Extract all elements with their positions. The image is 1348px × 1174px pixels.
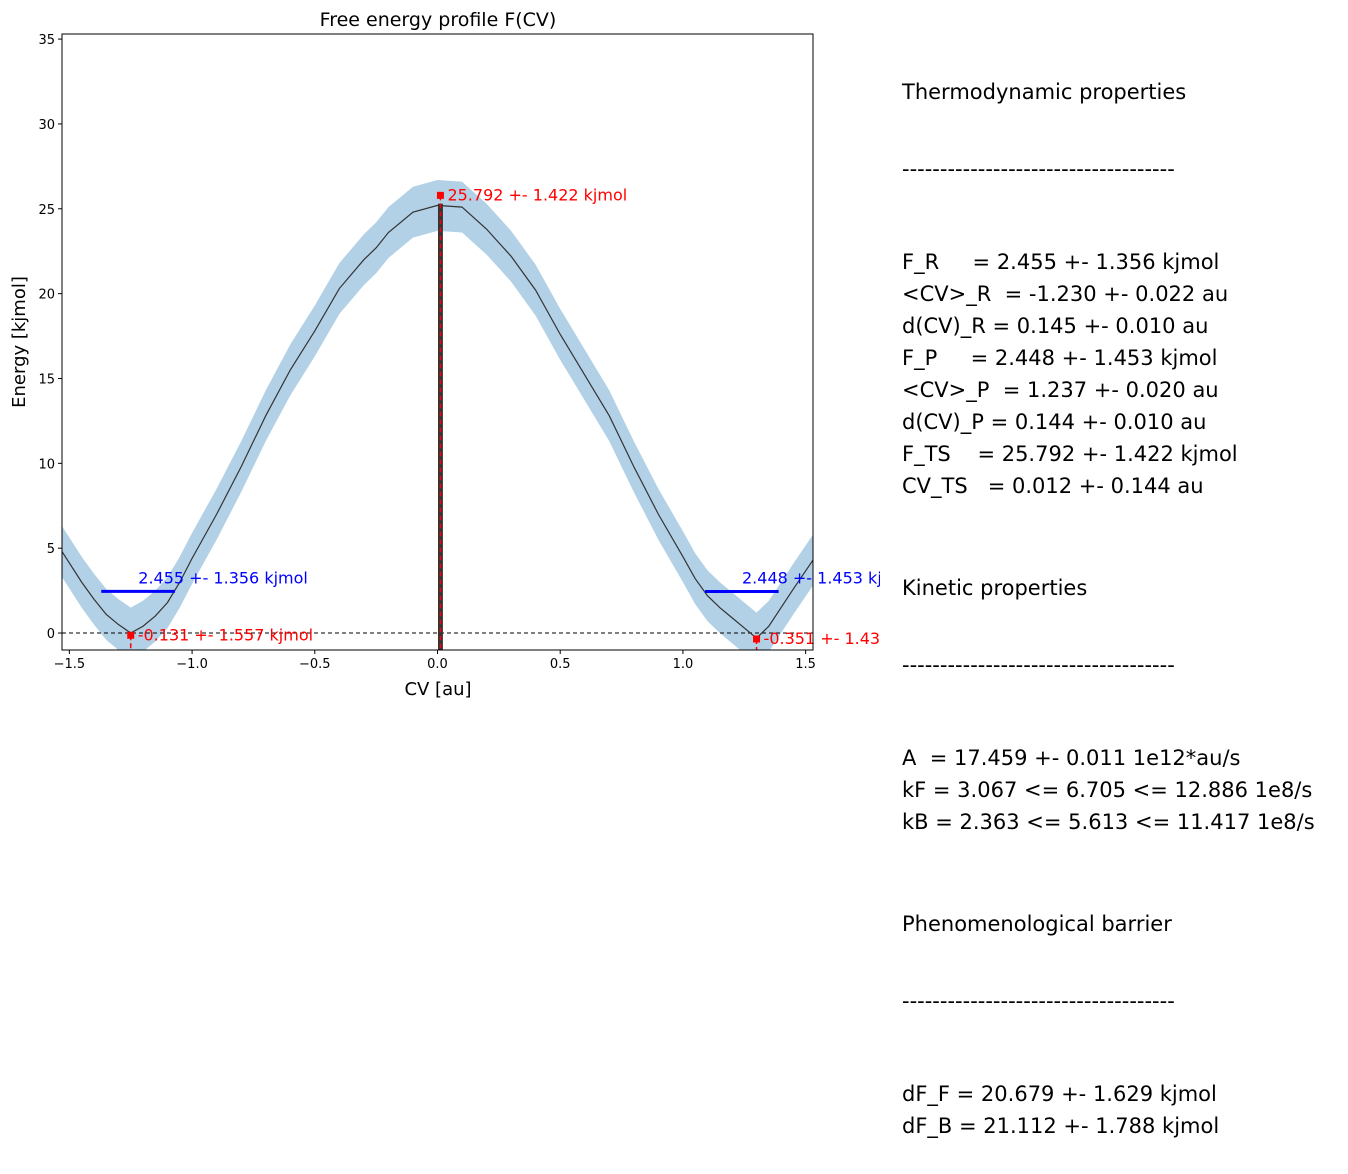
marker-point — [753, 635, 761, 643]
x-tick-label: −1.0 — [176, 657, 208, 672]
kinetic-title: Kinetic properties — [902, 576, 1088, 600]
reactant-level-label: 2.455 +- 1.356 kjmol — [138, 568, 308, 587]
x-tick-label: 0.5 — [550, 657, 571, 672]
x-tick-label: −0.5 — [299, 657, 331, 672]
y-tick-label: 25 — [38, 203, 55, 218]
marker-point — [436, 191, 444, 199]
y-tick-label: 30 — [38, 118, 55, 133]
pheno-rule: ------------------------------------ — [902, 989, 1175, 1013]
thermo-line: F_TS = 25.792 +- 1.422 kjmol — [902, 442, 1238, 466]
chart-title: Free energy profile F(CV) — [320, 9, 557, 31]
marker-label: 25.792 +- 1.422 kjmol — [447, 185, 627, 204]
thermo-line: d(CV)_R = 0.145 +- 0.010 au — [902, 314, 1209, 338]
marker-point — [127, 631, 135, 639]
thermo-line: <CV>_P = 1.237 +- 0.020 au — [902, 378, 1219, 402]
x-tick-label: 1.0 — [673, 657, 694, 672]
y-tick-label: 20 — [38, 288, 55, 303]
thermo-line: CV_TS = 0.012 +- 0.144 au — [902, 474, 1204, 498]
thermo-rule: ------------------------------------ — [902, 157, 1175, 181]
y-tick-label: 35 — [38, 33, 55, 48]
y-tick-label: 5 — [47, 542, 55, 557]
kinetic-rule: ------------------------------------ — [902, 653, 1175, 677]
x-tick-label: −1.5 — [54, 657, 86, 672]
plot-area — [62, 179, 813, 650]
marker-label: -0.131 +- 1.557 kjmol — [138, 625, 313, 644]
thermo-line: F_R = 2.455 +- 1.356 kjmol — [902, 250, 1220, 274]
kinetic-line: kB = 2.363 <= 5.613 <= 11.417 1e8/s — [902, 810, 1315, 834]
thermo-line: d(CV)_P = 0.144 +- 0.010 au — [902, 410, 1207, 434]
y-axis-label: Energy [kjmol] — [9, 276, 30, 408]
profile-line — [62, 204, 813, 639]
x-tick-label: 1.5 — [795, 657, 816, 672]
properties-panel: Thermodynamic properties ---------------… — [902, 12, 1315, 1174]
x-tick-label: 0.0 — [427, 657, 448, 672]
axes-frame — [61, 33, 814, 651]
thermo-line: F_P = 2.448 +- 1.453 kjmol — [902, 346, 1218, 370]
pheno-line: dF_B = 21.112 +- 1.788 kjmol — [902, 1114, 1220, 1138]
y-tick-label: 15 — [38, 372, 55, 387]
pheno-line: dF_F = 20.679 +- 1.629 kjmol — [902, 1082, 1217, 1106]
x-axis-label: CV [au] — [404, 679, 471, 700]
ts-bar — [437, 203, 443, 650]
pheno-title: Phenomenological barrier — [902, 912, 1172, 936]
marker-label: -0.351 +- 1.431 kjmol — [764, 629, 880, 648]
free-energy-chart: Free energy profile F(CV) CV [au] Energy… — [9, 9, 880, 700]
y-tick-label: 10 — [38, 457, 55, 472]
uncertainty-band — [62, 179, 813, 650]
annotations: -0.131 +- 1.557 kjmol -0.351 +- 1.431 kjm… — [101, 185, 880, 648]
product-level-label: 2.448 +- 1.453 kjmol — [742, 568, 880, 587]
ticks: −1.5 −1.0 −0.5 0.0 0.5 1.0 1.5 0 5 10 15 20 25 30 35 — [38, 33, 816, 672]
kinetic-line: A = 17.459 +- 0.011 1e12*au/s — [902, 746, 1241, 770]
thermo-line: <CV>_R = -1.230 +- 0.022 au — [902, 282, 1229, 306]
kinetic-line: kF = 3.067 <= 6.705 <= 12.886 1e8/s — [902, 778, 1313, 802]
thermo-title: Thermodynamic properties — [902, 80, 1187, 104]
y-tick-label: 0 — [47, 627, 55, 642]
